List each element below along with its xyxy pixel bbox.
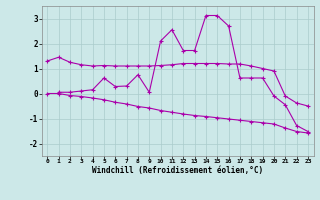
X-axis label: Windchill (Refroidissement éolien,°C): Windchill (Refroidissement éolien,°C) bbox=[92, 166, 263, 175]
